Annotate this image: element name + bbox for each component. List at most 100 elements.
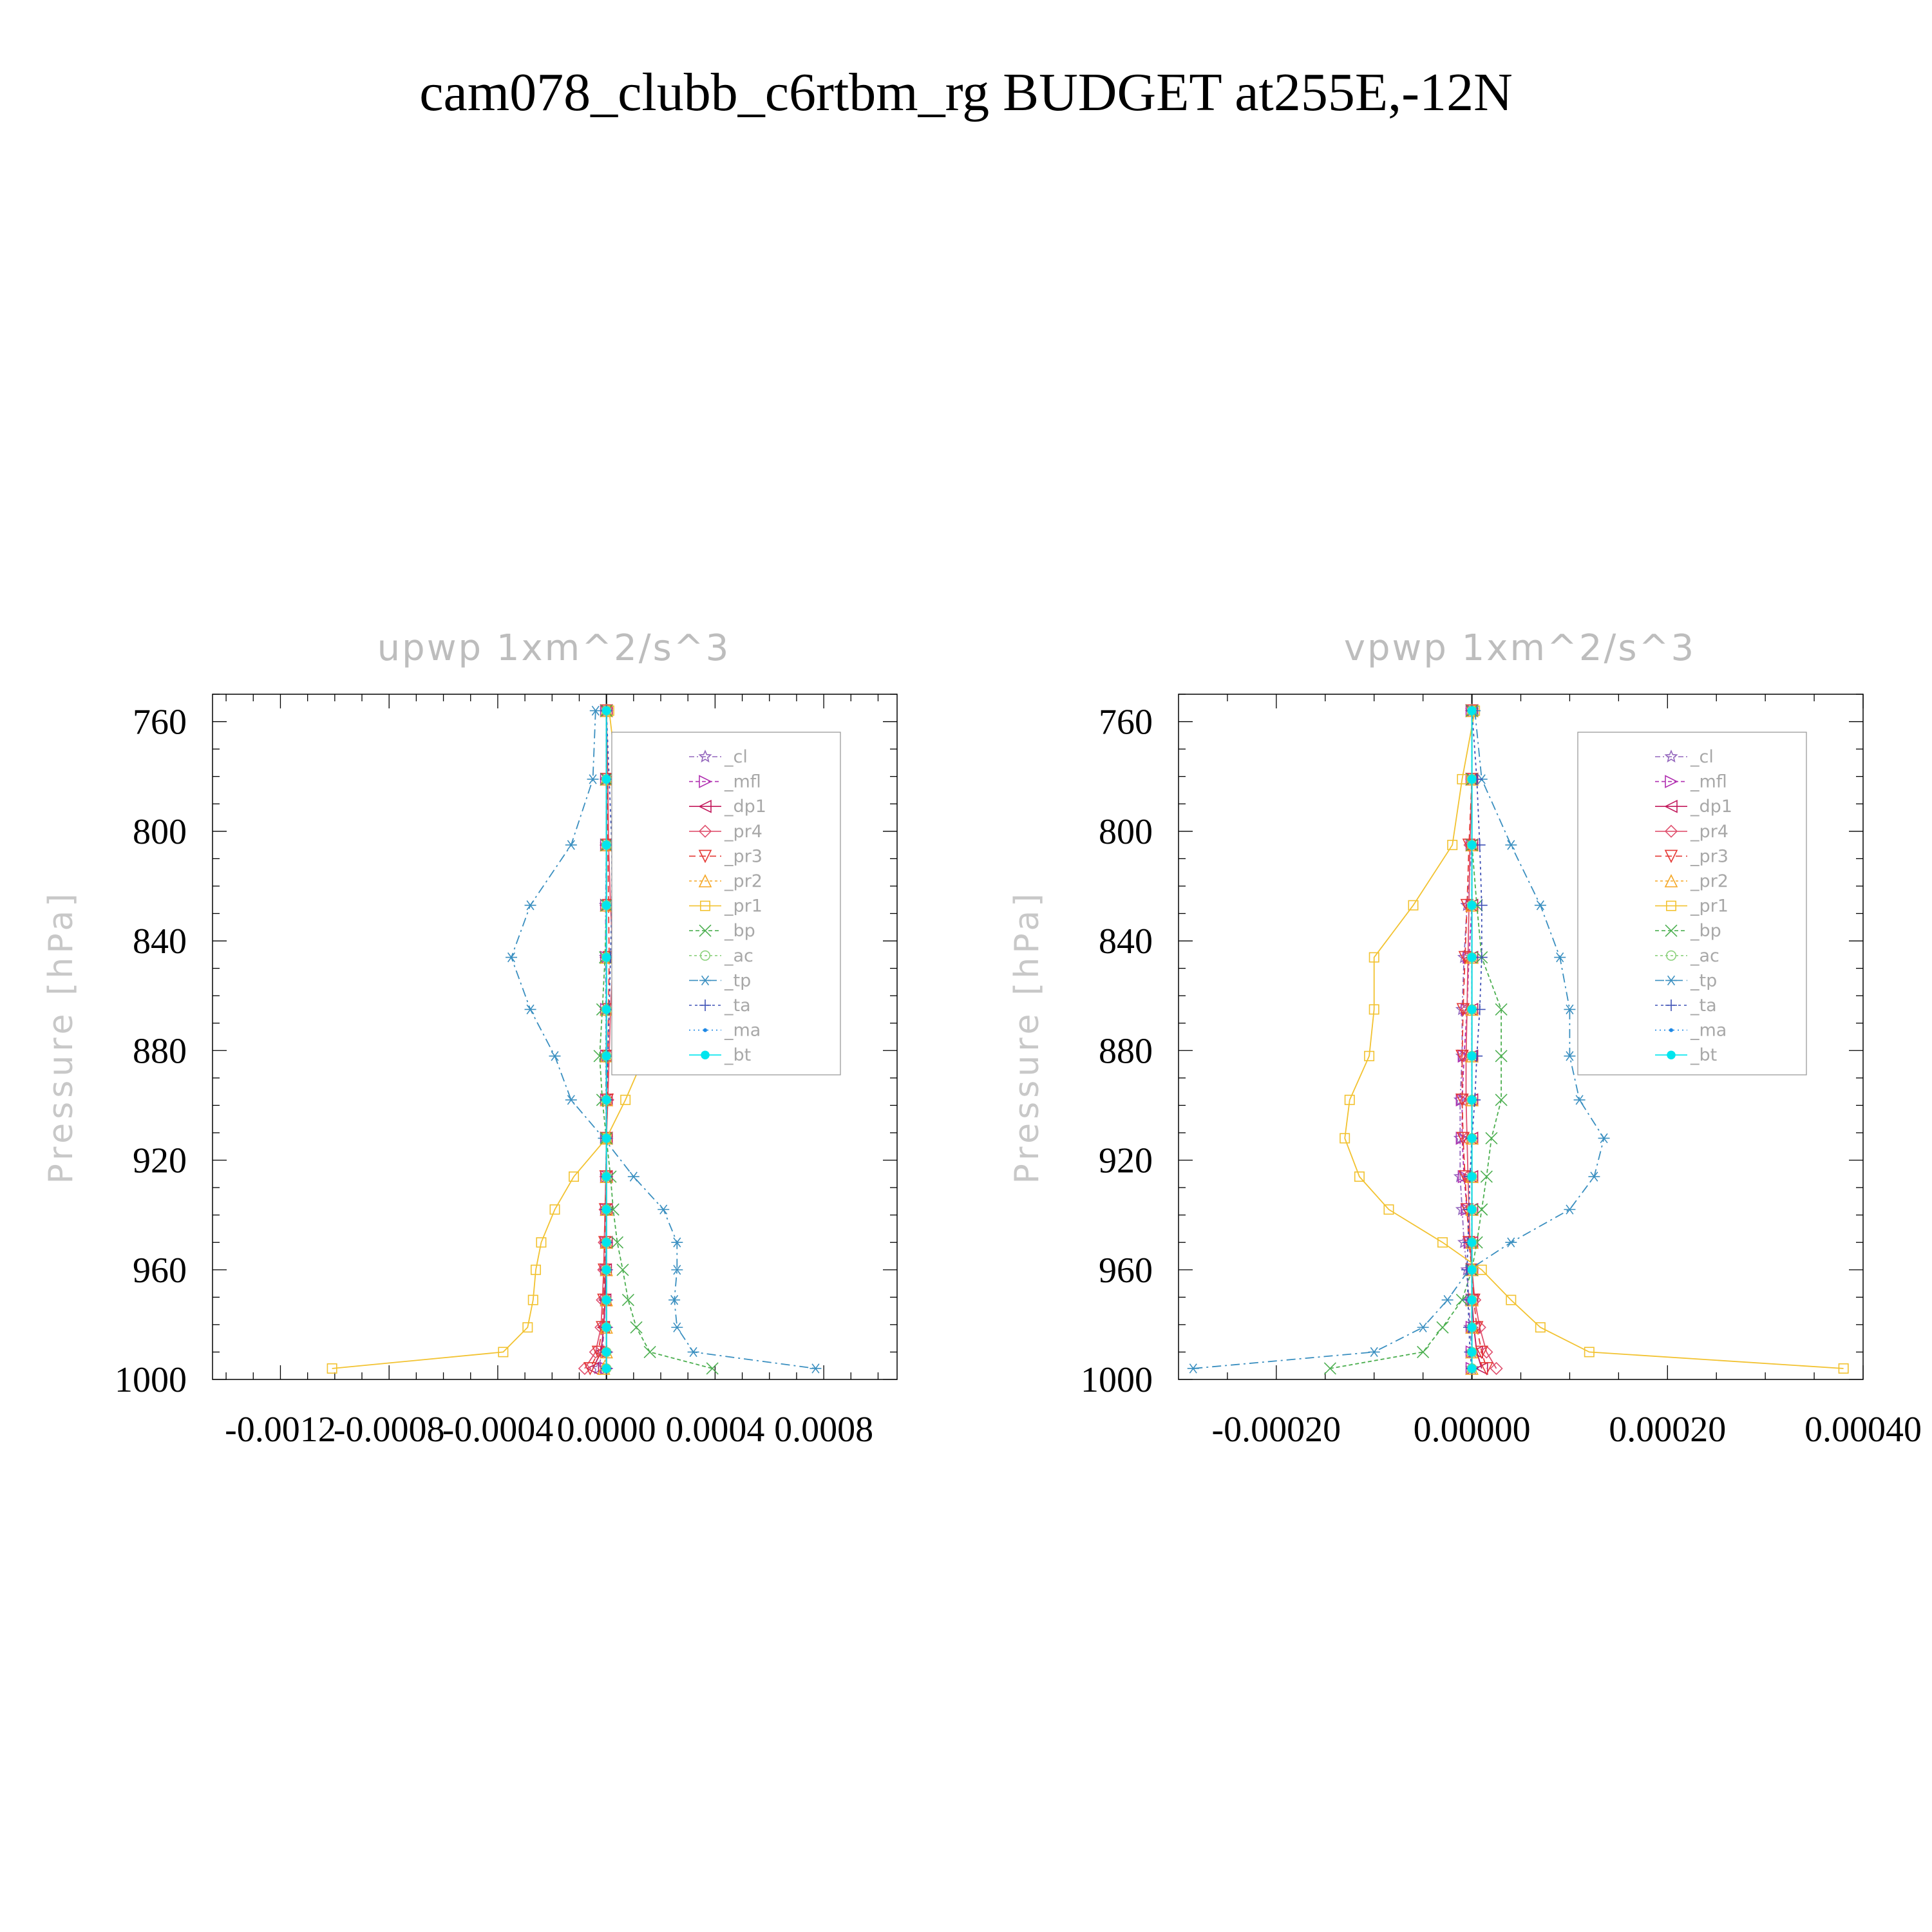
legend-item-tp: _tp <box>689 971 751 990</box>
data-point-pr3 <box>1475 1345 1489 1359</box>
y-tick-label: 1000 <box>115 1360 187 1400</box>
series-bp <box>1323 704 1508 1375</box>
plot-frame <box>212 694 898 1380</box>
data-point-bt <box>1467 1205 1477 1214</box>
legend-item-pr4: _pr4 <box>1655 822 1728 842</box>
legend-marker-tp <box>1665 975 1677 986</box>
legend-item-cl: _cl <box>1655 747 1714 767</box>
legend-marker-pr1 <box>1666 900 1677 911</box>
data-point-bt <box>1467 1347 1477 1357</box>
legend-item-bt: _bt <box>689 1045 751 1065</box>
data-point-bt <box>1467 1172 1477 1181</box>
legend-item-ma: _ma <box>689 1021 761 1041</box>
data-point-bp <box>1480 1170 1493 1183</box>
data-point-pr1 <box>327 1363 337 1374</box>
data-point-tp <box>549 1051 561 1061</box>
x-tick-label: 0.0008 <box>774 1410 873 1450</box>
legend-item-tp: _tp <box>1655 971 1717 990</box>
legend-label: _ac <box>724 946 753 966</box>
data-point-pr1 <box>620 1094 631 1105</box>
data-point-bt <box>601 1347 611 1357</box>
legend-item-bp: _bp <box>1655 921 1721 941</box>
legend-item-ta: _ta <box>1655 996 1717 1016</box>
legend-item-mfl: _mfl <box>1655 772 1727 792</box>
legend-label: _tp <box>1690 971 1717 990</box>
y-tick-label: 760 <box>1099 703 1153 743</box>
data-point-dp1 <box>585 1361 600 1376</box>
series-bt <box>601 706 611 1373</box>
y-tick-label: 1000 <box>1081 1360 1153 1400</box>
data-point-bp <box>1475 1203 1488 1216</box>
data-point-bp <box>1485 1132 1498 1145</box>
data-point-tp <box>1505 840 1517 850</box>
data-point-bp <box>630 1321 643 1334</box>
legend-label: _pr1 <box>1690 896 1728 916</box>
data-point-bp <box>1417 1345 1430 1359</box>
data-point-bt <box>1467 1052 1477 1061</box>
legend-item-ac: _ac <box>1655 946 1719 966</box>
legend-marker-ac <box>1666 950 1677 961</box>
data-point-pr1 <box>1447 840 1458 851</box>
data-point-bp <box>1323 1362 1336 1375</box>
data-point-bt <box>601 775 611 784</box>
data-point-pr1 <box>1838 1363 1849 1374</box>
legend-item-pr2: _pr2 <box>689 871 762 891</box>
data-point-tp <box>506 952 518 963</box>
data-point-pr1 <box>1368 952 1379 963</box>
data-point-bp <box>621 1294 634 1307</box>
legend-item-pr3: _pr3 <box>689 846 762 866</box>
y-tick-label: 800 <box>133 812 187 852</box>
data-point-ta <box>1475 899 1488 911</box>
data-point-pr1 <box>1383 1204 1394 1215</box>
legend-label: _dp1 <box>1690 797 1732 817</box>
legend-label: _ta <box>724 996 751 1016</box>
data-point-tp <box>658 1204 670 1215</box>
data-point-bt <box>1467 1133 1477 1143</box>
data-point-pr1 <box>1408 900 1419 911</box>
data-point-tp <box>1554 952 1566 963</box>
y-tick-label: 880 <box>133 1031 187 1071</box>
legend-marker-ta <box>1665 999 1677 1011</box>
data-point-bt <box>601 840 611 849</box>
legend-item-ma: _ma <box>1655 1021 1727 1041</box>
legend-item-pr1: _pr1 <box>1655 896 1728 916</box>
data-point-bt <box>601 1238 611 1247</box>
legend-item-dp1: _dp1 <box>1655 797 1732 817</box>
series-line-pr3 <box>1461 710 1488 1369</box>
legend: _cl _mfl _dp1 _pr4 _pr3 _pr2 _pr1 _bp _ac _tp _ta _… <box>611 732 841 1075</box>
data-point-tp <box>1187 1363 1199 1374</box>
y-axis-label: Pressure [hPa] <box>1008 890 1046 1184</box>
y-tick-label: 920 <box>1099 1141 1153 1181</box>
y-axis-label: Pressure [hPa] <box>42 890 80 1184</box>
data-point-tp <box>1564 1051 1576 1061</box>
data-point-bt <box>601 1205 611 1214</box>
legend-label: _pr3 <box>724 846 762 866</box>
data-point-pr3 <box>1456 1132 1470 1146</box>
data-point-tp <box>687 1347 699 1358</box>
data-point-bt <box>1467 1323 1477 1332</box>
y-tick-label: 920 <box>133 1141 187 1181</box>
legend-marker-ta <box>699 999 711 1011</box>
data-point-ta <box>1475 951 1488 963</box>
data-point-tp <box>1417 1322 1429 1332</box>
legend-label: _ac <box>1690 946 1719 966</box>
data-point-bt <box>1467 1238 1477 1247</box>
data-point-tp <box>524 1004 536 1015</box>
data-point-tp <box>1598 1133 1610 1144</box>
x-tick-label: -0.0008 <box>334 1410 445 1450</box>
data-point-bp <box>643 1345 656 1359</box>
data-point-pr1 <box>530 1264 541 1275</box>
data-point-cl <box>1455 1002 1469 1016</box>
data-point-tp <box>671 1322 683 1332</box>
data-point-bp <box>706 1362 719 1375</box>
data-point-pr1 <box>527 1294 538 1305</box>
x-tick-label: -0.0004 <box>442 1410 554 1450</box>
legend-marker-mfl <box>1665 775 1678 788</box>
data-point-bp <box>1495 1003 1508 1016</box>
data-point-pr3 <box>583 1362 597 1376</box>
data-point-pr1 <box>1364 1050 1375 1061</box>
data-point-tp <box>587 774 599 784</box>
data-point-bt <box>601 1172 611 1181</box>
x-tick-label: 0.00040 <box>1804 1410 1922 1450</box>
